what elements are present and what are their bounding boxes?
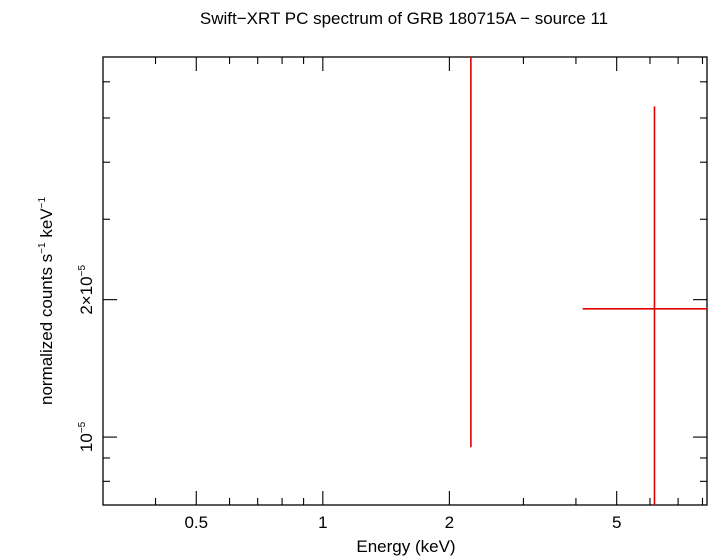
y-tick-labels: 10−5 2×10−5 xyxy=(77,265,96,453)
x-axis-ticks xyxy=(154,57,704,505)
x-tick-label: 0.5 xyxy=(184,513,208,532)
chart-title: Swift−XRT PC spectrum of GRB 180715A − s… xyxy=(200,9,608,28)
plot-frame xyxy=(102,56,708,506)
x-axis-label: Energy (keV) xyxy=(356,537,455,556)
data-series xyxy=(470,57,707,505)
x-tick-label: 5 xyxy=(612,513,621,532)
x-tick-labels: 0.5 1 2 5 xyxy=(184,513,621,532)
y-tick-label: 2×10−5 xyxy=(77,265,96,315)
y-axis-ticks xyxy=(103,81,707,482)
y-axis-label: normalized counts s−1 keV−1 xyxy=(37,197,56,405)
y-tick-label: 10−5 xyxy=(77,421,96,452)
x-tick-label: 1 xyxy=(318,513,327,532)
x-tick-label: 2 xyxy=(445,513,454,532)
